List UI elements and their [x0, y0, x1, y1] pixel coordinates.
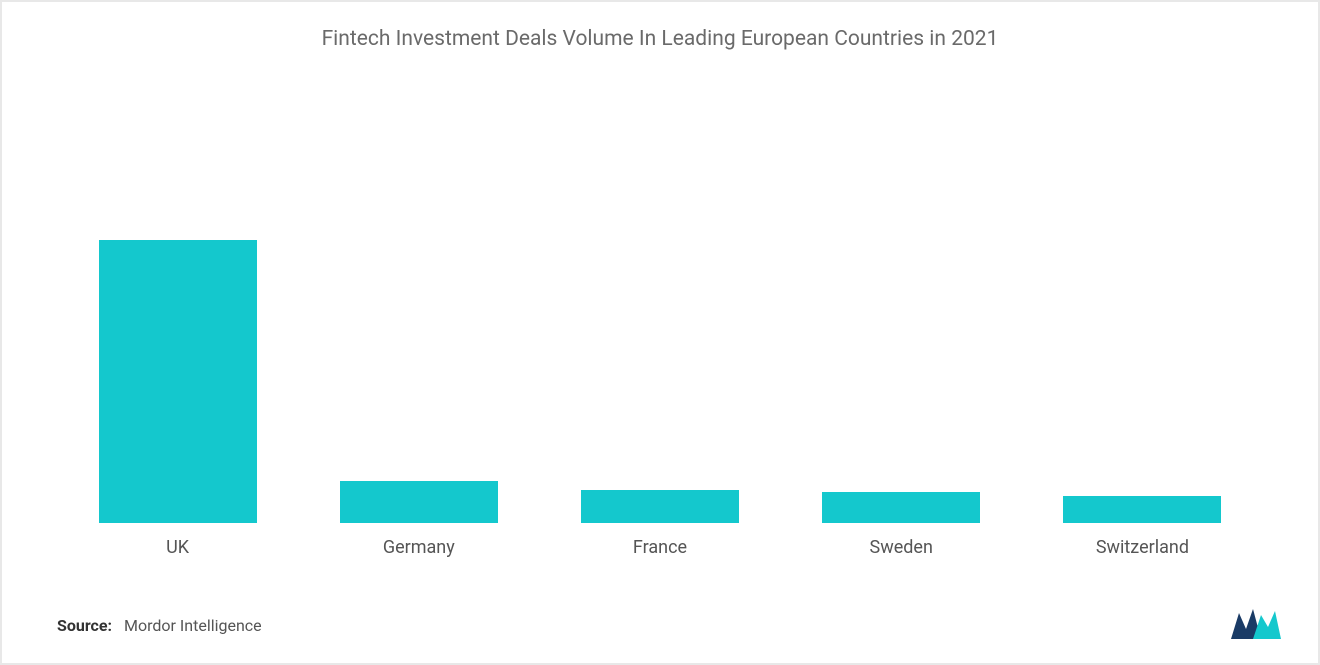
- bar-group: [1022, 82, 1263, 523]
- bar-uk: [99, 240, 257, 523]
- mordor-logo-icon: [1229, 607, 1283, 641]
- source-attribution: Source: Mordor Intelligence: [57, 616, 262, 635]
- bar-germany: [340, 481, 498, 523]
- x-label: UK: [57, 537, 298, 558]
- x-label: Switzerland: [1022, 537, 1263, 558]
- x-label: Germany: [298, 537, 539, 558]
- chart-title: Fintech Investment Deals Volume In Leadi…: [2, 2, 1318, 51]
- x-label: Sweden: [781, 537, 1022, 558]
- bar-group: [298, 82, 539, 523]
- x-axis-labels: UK Germany France Sweden Switzerland: [57, 537, 1263, 558]
- source-value: Mordor Intelligence: [124, 616, 262, 635]
- bar-france: [581, 490, 739, 523]
- bar-sweden: [822, 492, 980, 523]
- bar-group: [57, 82, 298, 523]
- source-label: Source:: [57, 616, 112, 635]
- bar-group: [539, 82, 780, 523]
- x-label: France: [539, 537, 780, 558]
- chart-plot-area: [57, 82, 1263, 523]
- bar-switzerland: [1063, 496, 1221, 523]
- bar-group: [781, 82, 1022, 523]
